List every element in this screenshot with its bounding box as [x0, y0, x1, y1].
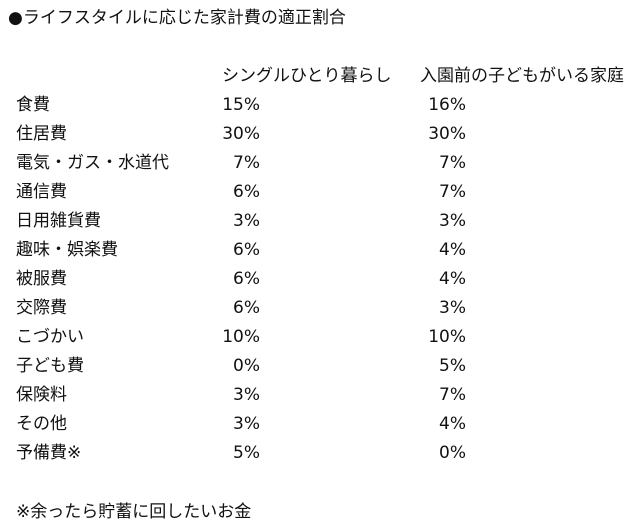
family-value: 3%	[439, 298, 466, 318]
family-value: 3%	[439, 211, 466, 231]
single-value: 6%	[233, 182, 260, 202]
row-label: 交際費	[16, 298, 67, 318]
row-label: 電気・ガス・水道代	[16, 153, 169, 173]
table-row: 交際費 6% 3%	[0, 297, 640, 326]
single-value: 7%	[233, 153, 260, 173]
table-row: 子ども費 0% 5%	[0, 355, 640, 384]
row-label: その他	[16, 414, 67, 434]
row-label: 趣味・娯楽費	[16, 240, 118, 260]
row-label: 日用雑貨費	[16, 211, 101, 231]
family-value: 7%	[439, 153, 466, 173]
family-value: 16%	[428, 95, 466, 115]
single-value: 10%	[222, 327, 260, 347]
single-value: 5%	[233, 443, 260, 463]
family-value: 7%	[439, 385, 466, 405]
family-value: 4%	[439, 240, 466, 260]
row-label: 保険料	[16, 385, 67, 405]
table-row: 趣味・娯楽費 6% 4%	[0, 239, 640, 268]
table-row: 予備費※ 5% 0%	[0, 442, 640, 471]
expense-table: 食費 15% 16% 住居費 30% 30% 電気・ガス・水道代 7% 7% 通…	[0, 94, 640, 471]
single-value: 3%	[233, 211, 260, 231]
family-value: 10%	[428, 327, 466, 347]
family-value: 30%	[428, 124, 466, 144]
table-row: 通信費 6% 7%	[0, 181, 640, 210]
table-row: こづかい 10% 10%	[0, 326, 640, 355]
row-label: 通信費	[16, 182, 67, 202]
family-value: 7%	[439, 182, 466, 202]
column-header-single: シングルひとり暮らし	[222, 66, 392, 86]
row-label: 予備費※	[16, 443, 82, 463]
family-value: 4%	[439, 414, 466, 434]
single-value: 15%	[222, 95, 260, 115]
single-value: 30%	[222, 124, 260, 144]
single-value: 3%	[233, 414, 260, 434]
family-value: 0%	[439, 443, 466, 463]
page-title: ●ライフスタイルに応じた家計費の適正割合	[8, 8, 346, 28]
table-row: 日用雑貨費 3% 3%	[0, 210, 640, 239]
footnote: ※余ったら貯蓄に回したいお金	[16, 502, 252, 522]
table-row: 保険料 3% 7%	[0, 384, 640, 413]
row-label: 被服費	[16, 269, 67, 289]
column-header-family: 入園前の子どもがいる家庭	[420, 66, 624, 86]
table-row: 住居費 30% 30%	[0, 123, 640, 152]
single-value: 6%	[233, 298, 260, 318]
table-row: 食費 15% 16%	[0, 94, 640, 123]
row-label: 住居費	[16, 124, 67, 144]
single-value: 3%	[233, 385, 260, 405]
family-value: 5%	[439, 356, 466, 376]
row-label: 食費	[16, 95, 50, 115]
row-label: 子ども費	[16, 356, 84, 376]
row-label: こづかい	[16, 327, 84, 347]
single-value: 0%	[233, 356, 260, 376]
table-row: 電気・ガス・水道代 7% 7%	[0, 152, 640, 181]
table-row: その他 3% 4%	[0, 413, 640, 442]
single-value: 6%	[233, 269, 260, 289]
table-row: 被服費 6% 4%	[0, 268, 640, 297]
family-value: 4%	[439, 269, 466, 289]
single-value: 6%	[233, 240, 260, 260]
